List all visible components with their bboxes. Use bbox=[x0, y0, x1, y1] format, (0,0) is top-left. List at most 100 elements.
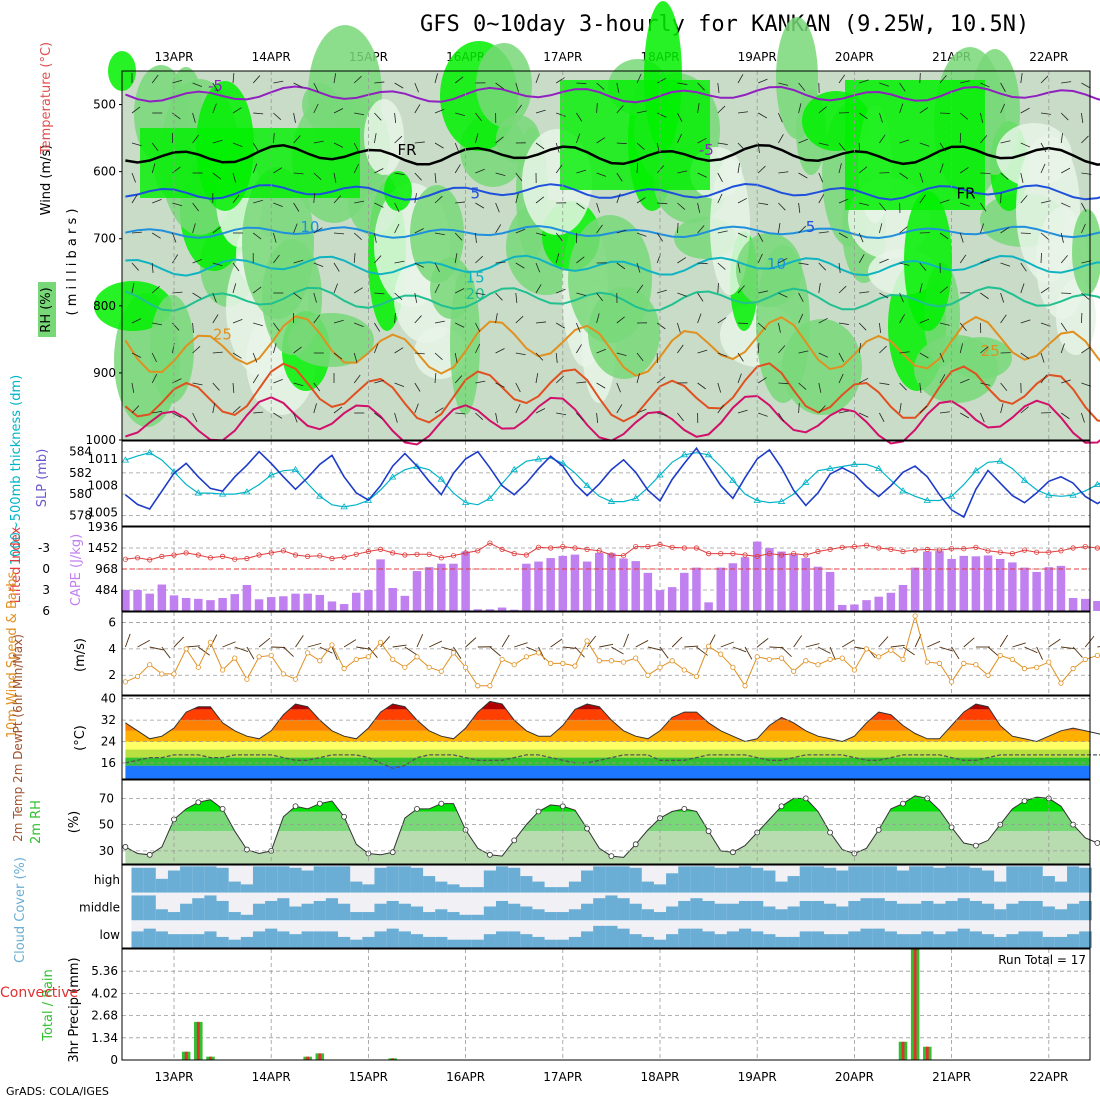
wind-barb bbox=[192, 346, 201, 354]
wind-barb bbox=[1081, 82, 1091, 89]
cloud-cell bbox=[811, 931, 825, 948]
rh-point bbox=[705, 828, 712, 835]
wind-barb bbox=[919, 382, 922, 393]
wind-barb bbox=[980, 135, 988, 144]
wind-barb bbox=[818, 352, 829, 358]
wind10m-barb bbox=[562, 646, 577, 649]
wind-speed-point bbox=[195, 664, 201, 670]
wind10m-barb bbox=[781, 646, 792, 658]
cloud-cell bbox=[459, 914, 473, 921]
cape-bar bbox=[813, 566, 823, 611]
cape-bar bbox=[959, 555, 969, 611]
cape-bar bbox=[376, 559, 385, 611]
wind-barb bbox=[879, 382, 890, 385]
cloud-cell bbox=[155, 931, 169, 948]
wind-barb bbox=[838, 198, 849, 204]
rh-patch bbox=[476, 43, 532, 127]
cloud-cell bbox=[1054, 936, 1068, 948]
cape-tick-label: 484 bbox=[95, 583, 118, 597]
lifted-index-point bbox=[414, 551, 420, 557]
rh-tick-label: 50 bbox=[99, 818, 114, 832]
cape-bar bbox=[1020, 567, 1029, 611]
wind10m-barb bbox=[368, 646, 378, 659]
wind-barb bbox=[455, 288, 465, 294]
precip-tick-label: 5.36 bbox=[91, 964, 118, 978]
pressure-tick-label: 500 bbox=[93, 98, 116, 112]
wind-barb bbox=[131, 262, 139, 271]
lifted-index-point bbox=[584, 546, 590, 553]
cape-bar bbox=[291, 593, 300, 611]
lifted-index-point bbox=[791, 550, 797, 557]
cape-bar bbox=[837, 604, 847, 611]
cloud-cell bbox=[702, 900, 716, 921]
rh-tick-label: 30 bbox=[99, 844, 114, 858]
wind-barb bbox=[232, 194, 240, 204]
cape-bar bbox=[169, 595, 179, 611]
wind-barb bbox=[980, 259, 991, 264]
lifted-axis-label: Lifted Index bbox=[9, 526, 24, 603]
cape-bar bbox=[437, 563, 446, 611]
wind-barb bbox=[737, 142, 746, 151]
wind10m-barb bbox=[331, 646, 338, 661]
chart-title: GFS 0~10day 3-hourly for KANKAN (9.25W, … bbox=[420, 12, 1029, 37]
cloud-cell bbox=[180, 903, 193, 921]
wind10m-barb bbox=[1072, 646, 1083, 658]
lifted-index-point bbox=[511, 550, 517, 557]
wind-barb bbox=[697, 172, 707, 178]
wind-barb bbox=[657, 77, 667, 84]
isotherm-line bbox=[124, 315, 1100, 377]
rh2m-unit-label: (%) bbox=[67, 811, 82, 834]
wind-speed-point bbox=[548, 660, 554, 666]
precip-convective-label: Convective bbox=[0, 985, 78, 1001]
wind-barb bbox=[151, 262, 154, 273]
wind10m-barb bbox=[441, 646, 455, 652]
wind-barb bbox=[959, 232, 964, 243]
wind-barb bbox=[333, 172, 337, 183]
wind-barb bbox=[434, 373, 437, 384]
wind-barb bbox=[374, 202, 384, 208]
thickness-point bbox=[874, 464, 883, 472]
cloud-cell bbox=[532, 881, 546, 893]
wind-barb bbox=[212, 262, 223, 267]
lifted-index-point bbox=[645, 543, 651, 550]
wind-speed-point bbox=[462, 664, 469, 670]
cloud-cell bbox=[180, 934, 193, 948]
lifted-index-point bbox=[450, 553, 457, 559]
wind-barb bbox=[960, 202, 970, 207]
cloud-cell bbox=[824, 867, 837, 893]
wind-barb bbox=[798, 202, 801, 213]
wind-barb bbox=[555, 232, 563, 242]
wind-barb bbox=[434, 195, 443, 204]
wind-tick-label: 6 bbox=[108, 616, 116, 630]
cloud-row-label: high bbox=[94, 873, 120, 887]
wind-barb bbox=[737, 163, 740, 174]
cloud-cell bbox=[204, 866, 218, 893]
wind-barb bbox=[737, 111, 748, 114]
wind-speed-point bbox=[147, 662, 153, 668]
rh-point bbox=[827, 829, 833, 836]
wind-barb bbox=[1081, 223, 1086, 234]
cloud-cell bbox=[131, 931, 145, 948]
thickness-point bbox=[899, 487, 907, 494]
wind10m-barb bbox=[1036, 646, 1043, 660]
wind10m-barb bbox=[902, 646, 915, 656]
wind-speed-point bbox=[1021, 666, 1028, 672]
wind-barb bbox=[555, 352, 558, 363]
wind-barb bbox=[636, 284, 644, 294]
wind-barb bbox=[596, 382, 606, 389]
wind-barb bbox=[293, 172, 304, 175]
isotherm-label: FR bbox=[956, 184, 975, 202]
cape-bar bbox=[1008, 562, 1017, 611]
wind10m-barb bbox=[890, 644, 905, 648]
thickness-point bbox=[145, 448, 154, 456]
wind-barb bbox=[131, 194, 138, 204]
precip-convective-bar bbox=[306, 1056, 310, 1060]
wind10m-barb bbox=[793, 635, 803, 648]
wind-speed-point bbox=[268, 652, 274, 659]
wind-barb bbox=[1000, 314, 1007, 324]
cloud-cell bbox=[581, 931, 594, 948]
wind-barb bbox=[596, 224, 603, 234]
wind-barb bbox=[697, 262, 708, 265]
wind-barb bbox=[778, 412, 785, 422]
rh-point bbox=[219, 805, 226, 812]
